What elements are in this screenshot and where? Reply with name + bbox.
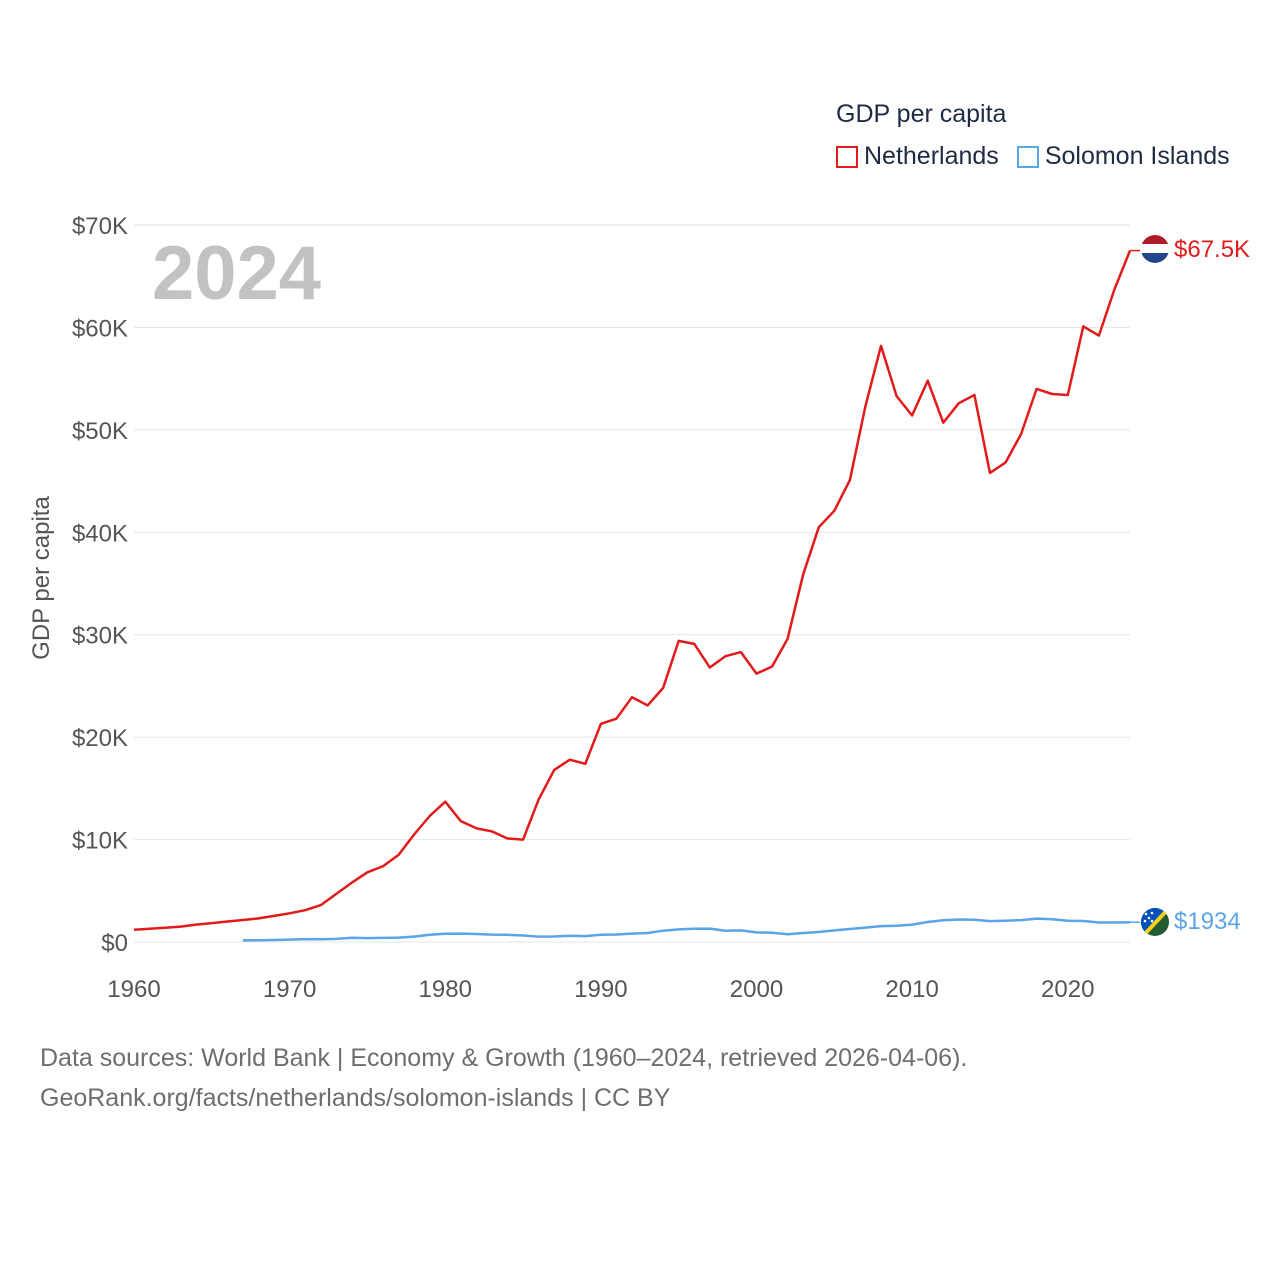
netherlands-flag-icon bbox=[1141, 235, 1169, 263]
solomon-islands-flag-icon bbox=[1141, 908, 1169, 936]
legend-item-netherlands[interactable]: Netherlands bbox=[836, 142, 999, 171]
x-axis-ticks: 1960 1970 1980 1990 2000 2010 2020 bbox=[107, 976, 1094, 1003]
y-tick-label: $70K bbox=[72, 213, 128, 240]
series-line-netherlands[interactable] bbox=[133, 250, 1132, 931]
solomon-islands-swatch-icon bbox=[1016, 145, 1039, 168]
y-tick-label: $40K bbox=[72, 520, 128, 547]
footer-sources: Data sources: World Bank | Economy & Gro… bbox=[40, 1044, 968, 1072]
x-tick-label: 2010 bbox=[885, 976, 938, 1003]
netherlands-end-label: $67.5K bbox=[1174, 236, 1250, 263]
legend-item-solomon-islands[interactable]: Solomon Islands bbox=[1016, 142, 1230, 171]
y-tick-label: $10K bbox=[72, 828, 128, 855]
y-tick-label: $50K bbox=[72, 418, 128, 445]
legend-title: GDP per capita bbox=[836, 100, 1007, 128]
y-tick-label: $20K bbox=[72, 725, 128, 752]
y-axis-title: GDP per capita bbox=[28, 496, 55, 660]
footer-attribution[interactable]: GeoRank.org/facts/netherlands/solomon-is… bbox=[40, 1084, 671, 1112]
series-lines bbox=[133, 249, 1140, 942]
legend: Netherlands Solomon Islands bbox=[836, 142, 1248, 171]
netherlands-swatch-icon bbox=[836, 145, 858, 168]
series-line-solomon-islands[interactable] bbox=[242, 917, 1131, 942]
x-tick-label: 2000 bbox=[730, 976, 783, 1003]
solomon-islands-end-label: $1934 bbox=[1174, 908, 1241, 935]
x-tick-label: 1960 bbox=[107, 976, 160, 1003]
y-tick-label: $60K bbox=[72, 315, 128, 342]
x-tick-label: 2020 bbox=[1041, 976, 1094, 1003]
y-axis-ticks: $0 $10K $20K $30K $40K $50K $60K $70K bbox=[72, 213, 128, 957]
y-tick-label: $0 bbox=[101, 930, 128, 957]
x-tick-label: 1980 bbox=[419, 976, 472, 1003]
current-year-label: 2024 bbox=[152, 231, 322, 316]
x-tick-label: 1990 bbox=[574, 976, 627, 1003]
x-tick-label: 1970 bbox=[263, 976, 316, 1003]
legend-label-solomon-islands: Solomon Islands bbox=[1044, 142, 1230, 170]
y-tick-label: $30K bbox=[72, 623, 128, 650]
legend-label-netherlands: Netherlands bbox=[864, 142, 999, 170]
gridlines bbox=[134, 224, 1130, 943]
